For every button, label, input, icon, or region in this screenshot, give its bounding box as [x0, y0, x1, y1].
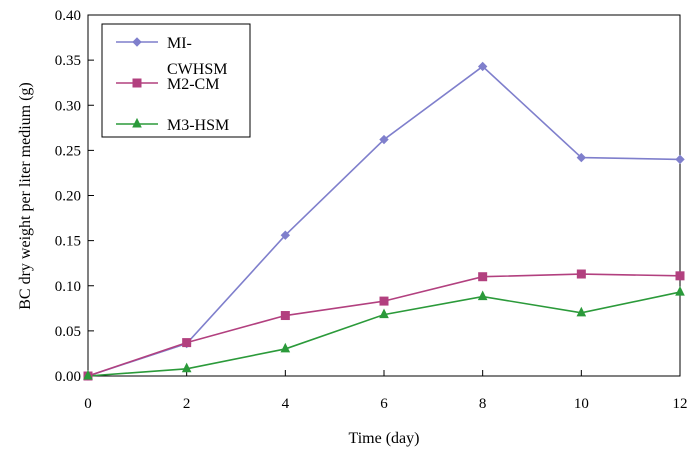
y-tick-label: 0.30: [55, 98, 81, 114]
data-point: [379, 296, 389, 306]
data-point: [182, 338, 192, 348]
legend-label: CWHSM: [167, 61, 227, 78]
y-tick-label: 0.05: [55, 324, 81, 340]
y-tick-label: 0.20: [55, 189, 81, 205]
y-tick-label: 0.15: [55, 234, 81, 250]
data-point: [675, 285, 685, 296]
data-point: [181, 362, 192, 373]
legend-label: M2-CM: [167, 76, 219, 93]
data-point: [477, 61, 488, 72]
data-point: [280, 342, 291, 353]
x-tick-label: 6: [380, 396, 388, 412]
data-point: [280, 311, 290, 321]
data-point: [675, 154, 685, 165]
legend-label: MI-: [167, 35, 192, 52]
series-markers: [83, 61, 685, 381]
x-tick-label: 10: [574, 396, 589, 412]
y-tick-label: 0.00: [55, 369, 81, 385]
data-point: [576, 269, 586, 279]
x-tick-label: 2: [183, 396, 191, 412]
y-tick-label: 0.25: [55, 143, 81, 159]
legend-label: M3-HSM: [167, 117, 229, 134]
data-point: [379, 134, 389, 145]
x-tick-label: 8: [479, 396, 487, 412]
legend-marker: [132, 37, 142, 47]
data-point: [280, 230, 291, 240]
y-tick-label: 0.40: [55, 8, 81, 24]
data-point: [675, 271, 685, 281]
y-axis-title: BC dry weight per liter medium (g): [17, 82, 34, 310]
y-tick-label: 0.10: [55, 279, 81, 295]
legend-marker: [132, 78, 142, 88]
data-point: [478, 272, 488, 282]
data-point: [576, 306, 587, 317]
x-tick-label: 0: [84, 396, 92, 412]
y-tick-label: 0.35: [55, 53, 81, 69]
x-tick-label: 12: [673, 396, 688, 412]
legend-box: [101, 23, 251, 138]
legend-marker: [132, 117, 142, 128]
data-point: [379, 308, 389, 319]
data-point: [477, 290, 488, 301]
x-tick-label: 4: [282, 396, 290, 412]
y-axis-ticks: 0.00 0.05 0.10 0.15 0.20 0.25 0.30 0.35 0.40: [55, 8, 94, 385]
x-axis-ticks: 0 2 4 6 8 10 12: [84, 370, 688, 412]
series-line-2: [87, 273, 681, 377]
x-axis-title: Time (day): [349, 430, 420, 447]
data-point: [83, 369, 93, 380]
data-point: [576, 152, 587, 163]
